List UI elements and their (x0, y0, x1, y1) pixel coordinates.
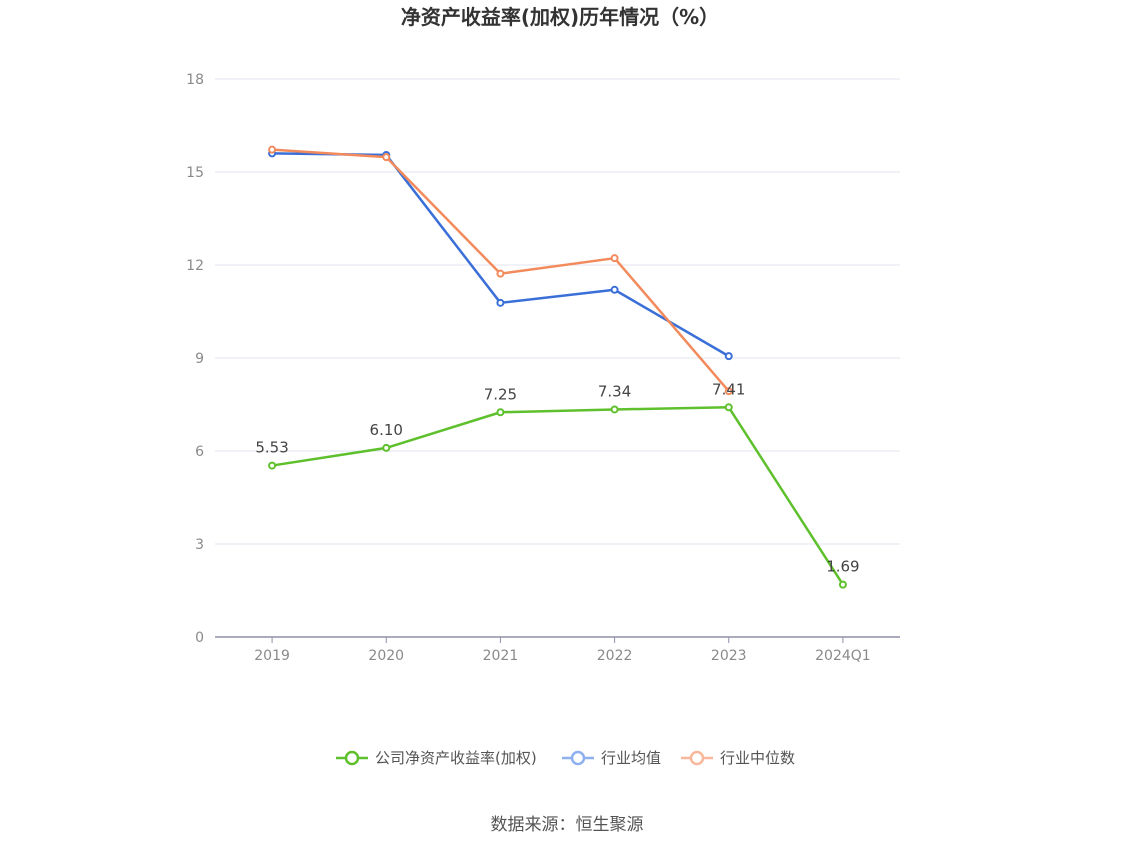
data-point (724, 352, 733, 361)
source-text: 数据来源：恒生聚源 (491, 815, 644, 835)
series-line (272, 152, 730, 358)
data-point (724, 387, 733, 396)
y-tick-label: 6 (195, 444, 204, 460)
x-tick-label: 2021 (483, 648, 519, 664)
legend-item[interactable]: 行业中位数 (681, 749, 795, 767)
data-point (610, 405, 619, 414)
x-tick-label: 2024Q1 (815, 648, 871, 664)
data-label: 7.25 (484, 385, 517, 403)
data-labels: 5.53 6.10 7.25 7.34 7.41 1.69 (255, 380, 859, 575)
y-tick-label: 0 (195, 630, 204, 646)
gridlines (215, 78, 900, 545)
legend-marker-icon (344, 750, 360, 766)
data-label: 1.69 (826, 558, 859, 576)
data-label: 5.53 (255, 439, 288, 457)
data-point (496, 298, 505, 307)
legend-item[interactable]: 公司净资产收益率(加权) (336, 749, 537, 767)
y-tick-label: 3 (195, 537, 204, 553)
y-tick-label: 15 (186, 165, 204, 181)
x-tick-label: 2022 (597, 648, 633, 664)
data-point (268, 461, 277, 470)
y-tick-label: 18 (186, 72, 204, 88)
x-tick-label: 2019 (254, 648, 290, 664)
series-layer (268, 145, 847, 589)
y-tick-label: 9 (195, 351, 204, 367)
data-label: 7.41 (712, 380, 745, 398)
y-axis: 0 3 6 9 12 15 18 (186, 72, 204, 646)
data-point (496, 269, 505, 278)
data-point (610, 285, 619, 294)
legend-marker-icon (570, 750, 586, 766)
x-axis: 2019 2020 2021 2022 2023 2024Q1 (215, 636, 900, 664)
data-point (610, 254, 619, 263)
data-point (838, 580, 847, 589)
legend-label: 行业中位数 (720, 749, 795, 767)
legend-marker-icon (689, 750, 705, 766)
legend-item[interactable]: 行业均值 (562, 749, 661, 767)
y-tick-label: 12 (186, 258, 204, 274)
x-tick-label: 2023 (711, 648, 747, 664)
data-point (268, 145, 277, 154)
legend[interactable]: 公司净资产收益率(加权) 行业均值 行业中位数 (336, 749, 795, 767)
x-tick-label: 2020 (368, 648, 404, 664)
data-point (496, 408, 505, 417)
series-line (271, 406, 844, 586)
data-label: 7.34 (598, 382, 631, 400)
data-point (382, 153, 391, 162)
data-label: 6.10 (370, 421, 403, 439)
data-point (724, 403, 733, 412)
legend-label: 行业均值 (601, 749, 661, 767)
data-point (382, 443, 391, 452)
chart-title: 净资产收益率(加权)历年情况（%） (401, 5, 719, 29)
legend-label: 公司净资产收益率(加权) (375, 749, 537, 767)
